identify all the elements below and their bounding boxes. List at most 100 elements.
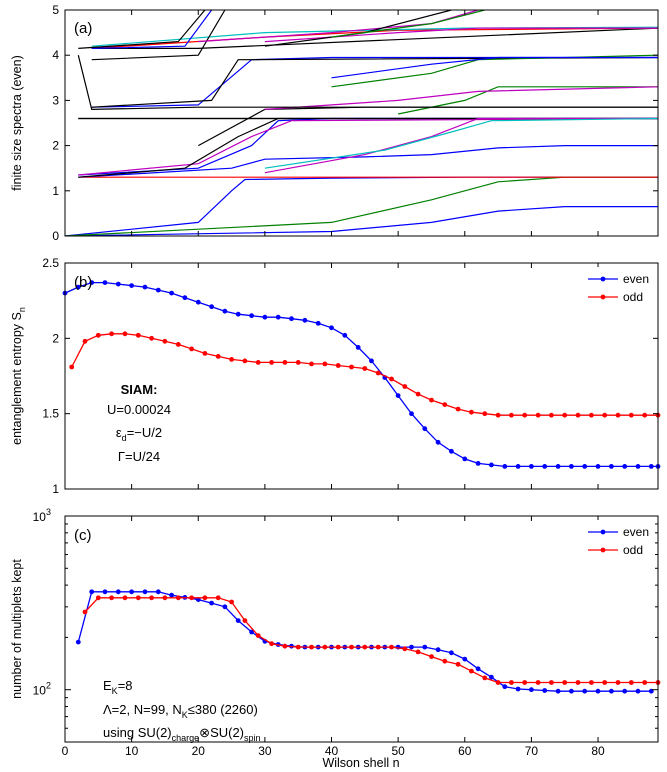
multiplets-point-odd: [255, 633, 261, 638]
multiplets-point-even: [609, 688, 614, 694]
x-tick-label: 50: [391, 744, 405, 758]
spectrum-line-19: [331, 56, 658, 79]
entropy-point-even: [235, 311, 241, 317]
entropy-point-even: [435, 439, 441, 445]
multiplets-point-even: [622, 688, 628, 694]
entropy-point-even: [169, 290, 175, 296]
entropy-point-even: [329, 325, 334, 331]
entropy-point-odd: [282, 360, 288, 365]
panel-b-y-label-main: entanglement entropy S: [10, 312, 24, 445]
multiplets-point-even: [635, 688, 641, 694]
entropy-point-odd: [309, 361, 314, 367]
entropy-point-even: [555, 464, 561, 469]
spectrum-line-25: [91, 10, 213, 49]
y-tick-base: 10: [33, 510, 47, 524]
multiplets-point-even: [449, 650, 454, 656]
entropy-point-even: [582, 464, 588, 469]
entropy-point-odd: [469, 409, 474, 415]
entropy-point-odd: [589, 412, 594, 418]
multiplets-point-odd: [349, 644, 354, 650]
y-tick-exponent: 3: [46, 507, 51, 517]
panel-b-y-label-sub: n: [17, 307, 27, 312]
annotation-symmetry-charge: using SU(2): [103, 725, 172, 740]
panel-c-y-ticks: 102 103: [33, 507, 658, 743]
entropy-point-odd: [628, 412, 634, 418]
panel-b-x-ticks: [64, 263, 599, 489]
entropy-point-even: [102, 280, 108, 285]
multiplets-point-odd: [109, 595, 114, 601]
y-tick-label: 4: [52, 48, 59, 62]
annotation-epsilon-d: εd=−U/2: [116, 425, 162, 443]
entropy-line-even: [64, 281, 658, 468]
entropy-point-even: [262, 314, 268, 320]
panel-b-legend: even odd: [582, 267, 654, 307]
multiplets-point-even: [542, 688, 548, 693]
annotation-params-sub: K: [182, 710, 188, 720]
panel-b-y-label: entanglement entropy Sn: [10, 307, 27, 445]
multiplets-point-even: [582, 688, 588, 694]
panel-a-letter: (a): [74, 20, 92, 37]
multiplets-point-even: [475, 666, 481, 672]
multiplets-point-odd: [602, 680, 608, 685]
entropy-point-odd: [189, 346, 195, 352]
panel-c-letter: (c): [74, 527, 92, 544]
entropy-point-even: [195, 299, 201, 305]
multiplets-point-odd: [229, 599, 235, 605]
multiplets-point-even: [155, 589, 161, 595]
entropy-point-odd: [455, 406, 461, 412]
entropy-point-even: [569, 464, 574, 469]
entropy-point-odd: [375, 370, 381, 376]
y-tick-label: 2: [52, 331, 59, 345]
multiplets-point-odd: [335, 644, 341, 650]
multiplets-point-odd: [362, 644, 368, 650]
spectrum-line-24: [91, 10, 226, 61]
multiplets-point-odd: [522, 680, 528, 685]
y-tick-label: 102: [33, 681, 51, 698]
y-tick-label: 0: [52, 229, 59, 243]
panel-c-annotation: EK=8 Λ=2, N=99, NK≤380 (2260) using SU(2…: [103, 678, 261, 743]
annotation-ek-value: =8: [118, 678, 133, 693]
multiplets-point-odd: [642, 680, 648, 685]
entropy-point-odd: [549, 412, 554, 418]
spectrum-line-15: [77, 55, 658, 111]
annotation-ek-main: E: [103, 678, 112, 693]
multiplets-point-odd: [122, 595, 128, 601]
multiplets-point-odd: [202, 595, 208, 601]
multiplets-point-even: [489, 674, 494, 680]
panel-b-frame: [64, 262, 659, 490]
entropy-point-odd: [495, 412, 501, 418]
multiplets-point-odd: [429, 654, 434, 659]
panel-a-y-label: finite size spectra (even): [10, 55, 24, 190]
multiplets-point-even: [595, 688, 601, 694]
annotation-symmetry-charge-sub: charge: [172, 733, 200, 743]
x-axis-label: Wilson shell n: [322, 756, 399, 770]
entropy-point-odd: [642, 412, 648, 418]
panel-c-background: [65, 516, 658, 742]
y-tick-exponent: 2: [46, 681, 51, 691]
entropy-point-odd: [415, 391, 421, 397]
multiplets-point-odd: [135, 595, 141, 601]
panel-c-legend-even-label: even: [623, 525, 649, 539]
multiplets-point-odd: [295, 644, 301, 650]
entropy-point-odd: [362, 366, 368, 371]
entropy-point-odd: [242, 358, 248, 364]
entropy-point-odd: [215, 354, 221, 359]
spectrum-line-4: [78, 145, 658, 178]
multiplets-point-even: [235, 618, 241, 623]
multiplets-point-even: [75, 639, 81, 645]
annotation-epsilon-symbol: ε: [116, 425, 122, 440]
spectrum-line-26: [78, 10, 206, 49]
entropy-point-even: [275, 314, 281, 320]
annotation-params-main: Λ=2, N=99, N: [103, 702, 182, 717]
entropy-point-odd: [335, 363, 341, 368]
entropy-point-odd: [322, 361, 328, 367]
entropy-point-even: [302, 317, 308, 323]
entropy-point-even: [355, 345, 361, 350]
entropy-point-even: [595, 464, 601, 469]
multiplets-point-odd: [575, 680, 581, 685]
multiplets-point-even: [169, 592, 175, 598]
panel-b-annotation: SIAM: U=0.00024 εd=−U/2 Γ=U/24: [107, 382, 171, 464]
panel-b-series: [62, 280, 661, 469]
entropy-point-odd: [602, 412, 608, 418]
